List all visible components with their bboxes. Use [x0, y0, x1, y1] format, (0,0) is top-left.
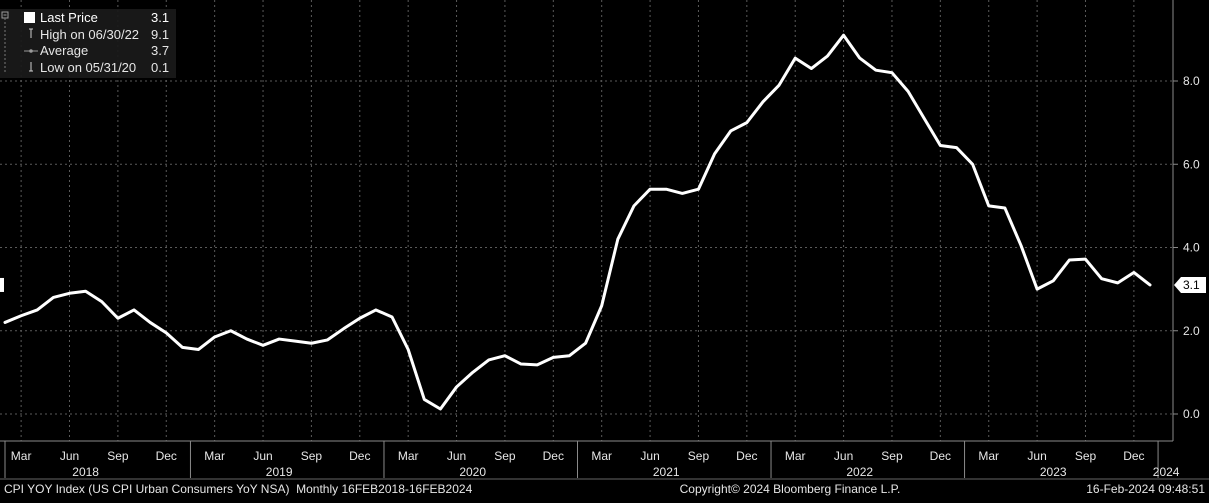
x-tick-labels: Mar Jun Sep Dec Mar Jun Sep Dec Mar Jun Sep Dec Mar J… — [4, 441, 1180, 479]
low-marker-icon — [29, 62, 33, 72]
x-month-label: Jun — [60, 449, 79, 463]
legend-last-price-label: Last Price — [40, 10, 98, 25]
y-tick-label: 6.0 — [1183, 157, 1200, 171]
x-month-label: Sep — [301, 449, 323, 463]
legend: Last Price 3.1 High on 06/30/22 9.1 Aver… — [0, 9, 176, 78]
footer: CPI YOY Index (US CPI Urban Consumers Yo… — [4, 482, 1205, 496]
x-month-label: Jun — [1027, 449, 1046, 463]
x-year-label: 2019 — [266, 465, 293, 479]
average-marker-icon — [24, 49, 38, 53]
legend-low-label: Low on 05/31/20 — [40, 60, 136, 75]
x-month-label: Mar — [204, 449, 225, 463]
last-value-tag-shape — [1174, 276, 1206, 293]
x-month-label: Sep — [881, 449, 903, 463]
y-tick-label: 2.0 — [1183, 324, 1200, 338]
grid-layer — [0, 0, 1178, 441]
x-month-label: Dec — [349, 449, 370, 463]
x-month-label: Dec — [156, 449, 177, 463]
x-month-label: Dec — [736, 449, 757, 463]
footer-ticker-description: CPI YOY Index (US CPI Urban Consumers Yo… — [4, 482, 473, 496]
y-tick-labels: 0.0 2.0 4.0 6.0 8.0 — [1183, 74, 1200, 421]
x-month-label: Dec — [1123, 449, 1144, 463]
x-month-label: Sep — [688, 449, 710, 463]
x-month-label: Jun — [447, 449, 466, 463]
legend-last-price-value: 3.1 — [151, 10, 169, 25]
filled-square-icon — [24, 12, 35, 23]
legend-average-label: Average — [40, 43, 88, 58]
left-current-marker — [0, 277, 4, 292]
y-tick-label: 0.0 — [1183, 407, 1200, 421]
x-month-label: Dec — [930, 449, 951, 463]
y-tick-label: 8.0 — [1183, 74, 1200, 88]
x-month-label: Dec — [543, 449, 564, 463]
x-month-label: Mar — [591, 449, 612, 463]
x-year-label: 2024 — [1153, 465, 1180, 479]
x-year-label: 2018 — [72, 465, 99, 479]
x-month-label: Jun — [834, 449, 853, 463]
x-year-label: 2023 — [1040, 465, 1067, 479]
series-line-cpi — [3, 33, 1152, 411]
x-month-label: Sep — [1075, 449, 1097, 463]
last-value-tag-text: 3.1 — [1183, 278, 1200, 292]
x-month-label: Mar — [785, 449, 806, 463]
axis-layer — [0, 0, 1209, 480]
x-month-label: Sep — [107, 449, 129, 463]
x-year-label: 2022 — [846, 465, 873, 479]
x-month-label: Mar — [398, 449, 419, 463]
legend-high-value: 9.1 — [151, 27, 169, 42]
last-value-marker: 3.1 — [0, 276, 1206, 293]
x-month-label: Jun — [640, 449, 659, 463]
legend-high-label: High on 06/30/22 — [40, 27, 139, 42]
x-month-label: Mar — [11, 449, 32, 463]
x-month-label: Sep — [494, 449, 516, 463]
x-month-label: Jun — [253, 449, 272, 463]
x-year-label: 2020 — [459, 465, 486, 479]
footer-timestamp: 16-Feb-2024 09:48:51 — [1086, 482, 1205, 496]
x-year-label: 2021 — [653, 465, 680, 479]
footer-copyright: Copyright© 2024 Bloomberg Finance L.P. — [680, 482, 901, 496]
legend-low-value: 0.1 — [151, 60, 169, 75]
legend-average-value: 3.7 — [151, 43, 169, 58]
x-month-label: Mar — [978, 449, 999, 463]
high-marker-icon — [29, 28, 33, 38]
y-tick-label: 4.0 — [1183, 241, 1200, 255]
